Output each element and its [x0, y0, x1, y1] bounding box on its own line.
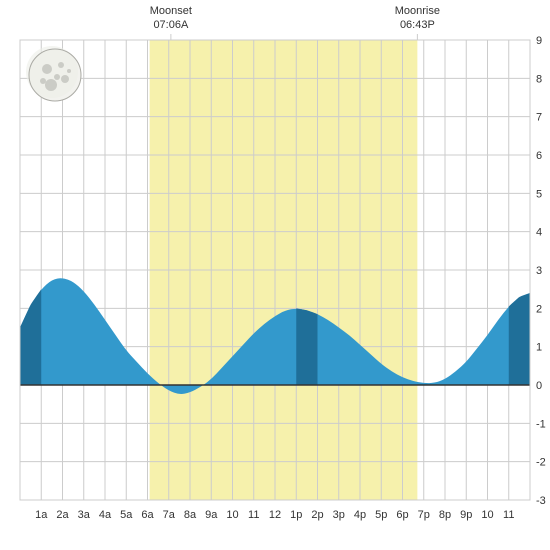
moonset-time: 07:06A: [153, 19, 189, 31]
x-tick-label: 9a: [205, 509, 218, 521]
y-tick-label: 9: [536, 35, 542, 47]
y-tick-label: 5: [536, 188, 542, 200]
y-tick-label: 0: [536, 380, 542, 392]
x-tick-label: 3p: [333, 509, 345, 521]
x-tick-label: 7a: [163, 509, 176, 521]
tide-dark-band: [296, 308, 317, 385]
x-tick-label: 11: [248, 509, 259, 521]
x-tick-label: 5a: [120, 509, 133, 521]
x-tick-label: 3a: [78, 509, 91, 521]
tide-chart: -3-2-101234567891a2a3a4a5a6a7a8a9a101112…: [0, 0, 550, 550]
y-tick-label: 3: [536, 265, 542, 277]
x-tick-label: 2a: [56, 509, 69, 521]
y-tick-label: 4: [536, 227, 542, 239]
tide-dark-band: [509, 293, 530, 385]
x-tick-label: 6a: [141, 509, 154, 521]
y-tick-label: -3: [536, 495, 546, 507]
moonrise-label: Moonrise: [395, 5, 440, 17]
x-tick-label: 4a: [99, 509, 112, 521]
moonset-label: Moonset: [150, 5, 192, 17]
y-tick-label: 7: [536, 112, 542, 124]
moonrise-time: 06:43P: [400, 19, 435, 31]
x-tick-label: 2p: [311, 509, 323, 521]
x-tick-label: 4p: [354, 509, 366, 521]
x-tick-label: 10: [481, 509, 493, 521]
x-tick-label: 1p: [290, 509, 302, 521]
x-tick-label: 8a: [184, 509, 197, 521]
y-tick-label: 1: [536, 342, 542, 354]
x-tick-label: 8p: [439, 509, 451, 521]
x-tick-label: 6p: [396, 509, 408, 521]
chart-svg: -3-2-101234567891a2a3a4a5a6a7a8a9a101112…: [0, 0, 550, 550]
x-tick-label: 9p: [460, 509, 472, 521]
y-tick-label: 8: [536, 73, 542, 85]
y-tick-label: 2: [536, 303, 542, 315]
x-tick-label: 11: [503, 509, 514, 521]
y-tick-label: 6: [536, 150, 542, 162]
y-tick-label: -1: [536, 418, 546, 430]
x-tick-label: 7p: [418, 509, 430, 521]
x-tick-label: 5p: [375, 509, 387, 521]
x-tick-label: 12: [269, 509, 281, 521]
x-tick-label: 1a: [35, 509, 48, 521]
y-tick-label: -2: [536, 457, 546, 469]
x-tick-label: 10: [226, 509, 238, 521]
